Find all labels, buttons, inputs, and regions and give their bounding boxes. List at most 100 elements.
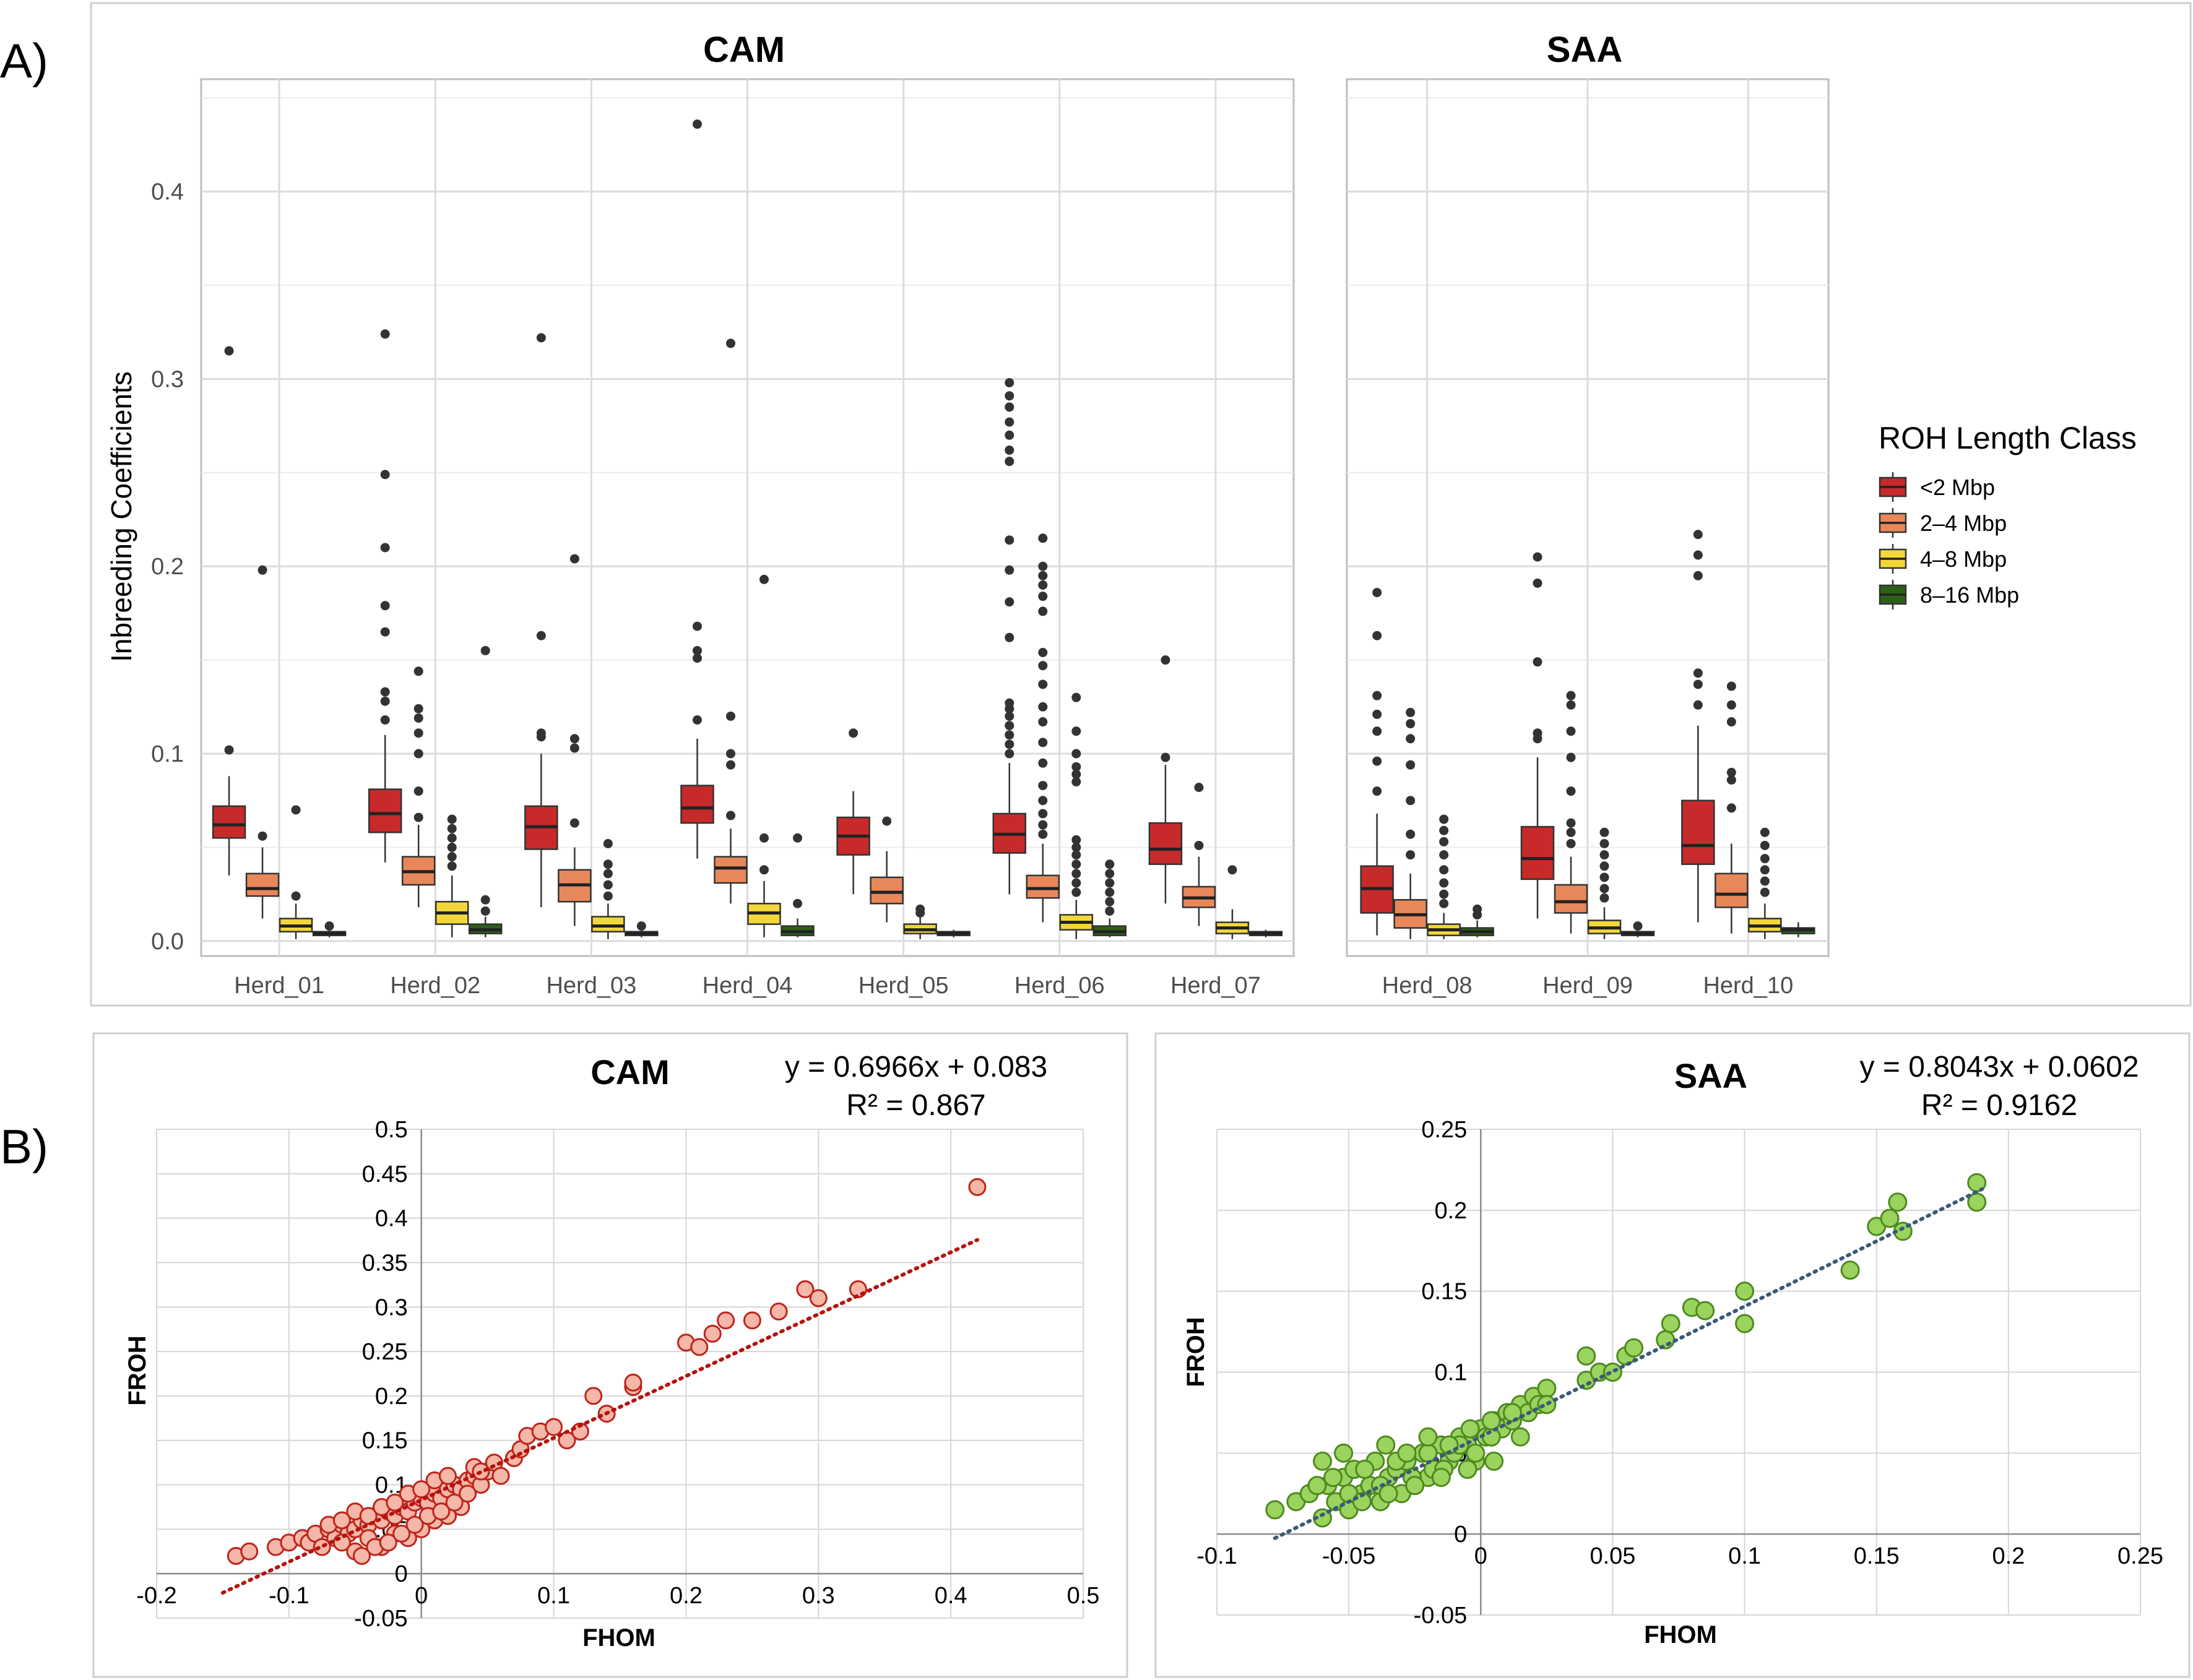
box-body bbox=[680, 785, 714, 824]
outlier-point bbox=[257, 831, 267, 841]
box-Herd_04-1 bbox=[714, 338, 748, 904]
x-tick-label: Herd_09 bbox=[1542, 973, 1633, 999]
outlier-point bbox=[1726, 717, 1736, 727]
outlier-point bbox=[1372, 588, 1382, 598]
data-point bbox=[1577, 1346, 1596, 1366]
data-point bbox=[1397, 1443, 1417, 1463]
data-point bbox=[1735, 1282, 1755, 1301]
x-tick-label: 0.2 bbox=[1992, 1543, 2025, 1569]
outlier-point bbox=[413, 728, 423, 738]
outlier-point bbox=[1038, 592, 1048, 601]
outlier-point bbox=[1406, 760, 1416, 770]
outlier-point bbox=[1005, 565, 1014, 575]
x-tick-label: 0.1 bbox=[537, 1583, 570, 1609]
box-Herd_05-1 bbox=[870, 816, 904, 923]
outlier-point bbox=[1038, 717, 1048, 727]
outlier-point bbox=[1372, 631, 1382, 640]
data-point bbox=[717, 1311, 735, 1330]
box-Herd_07-2 bbox=[1215, 865, 1250, 939]
box-Herd_03-2 bbox=[591, 838, 625, 939]
data-point bbox=[769, 1302, 788, 1320]
outlier-point bbox=[726, 338, 735, 348]
outlier-point bbox=[1071, 769, 1081, 779]
x-tick-label: Herd_05 bbox=[859, 973, 949, 999]
y-tick-label: 0.2 bbox=[1434, 1198, 1467, 1224]
scatter-cam-x-label: FHOM bbox=[582, 1624, 655, 1652]
data-point bbox=[1431, 1468, 1451, 1488]
scatter-saa-y-label: FROH bbox=[1182, 1317, 1209, 1387]
box-Herd_06-1 bbox=[1026, 533, 1060, 923]
x-tick-label: Herd_04 bbox=[703, 973, 793, 999]
outlier-point bbox=[447, 861, 457, 871]
outlier-point bbox=[1439, 878, 1449, 888]
outlier-point bbox=[1599, 827, 1609, 837]
x-tick-label: Herd_08 bbox=[1382, 973, 1473, 999]
box-body bbox=[1026, 874, 1060, 899]
data-point bbox=[809, 1289, 828, 1307]
data-point bbox=[1405, 1476, 1425, 1496]
scatter-saa: -0.1-0.0500.050.10.150.20.25-0.0500.050.… bbox=[1196, 1117, 2163, 1629]
box-Herd_02-2 bbox=[435, 814, 469, 937]
outlier-point bbox=[603, 891, 613, 901]
outlier-point bbox=[1439, 825, 1449, 835]
outlier-point bbox=[1693, 668, 1703, 678]
outlier-point bbox=[603, 869, 613, 879]
box-body bbox=[212, 805, 246, 839]
outlier-point bbox=[1372, 786, 1382, 796]
outlier-point bbox=[693, 715, 702, 725]
box-Herd_09-0 bbox=[1520, 552, 1555, 919]
box-Herd_10-3 bbox=[1781, 922, 1815, 937]
outlier-point bbox=[1533, 657, 1542, 667]
outlier-point bbox=[1439, 889, 1449, 899]
outlier-point bbox=[1439, 850, 1449, 859]
box-Herd_05-2 bbox=[903, 904, 937, 939]
x-tick-label: 0.15 bbox=[1854, 1543, 1900, 1569]
y-tick-label: 0.25 bbox=[1421, 1117, 1467, 1143]
outlier-point bbox=[849, 728, 859, 738]
panel-b-saa-frame bbox=[1154, 1032, 2191, 1678]
box-body bbox=[1554, 884, 1588, 914]
data-point bbox=[412, 1480, 431, 1499]
outlier-point bbox=[1693, 550, 1703, 560]
box-Herd_02-3 bbox=[468, 645, 503, 937]
scatter-cam-y-label: FROH bbox=[124, 1335, 151, 1405]
box-body bbox=[870, 876, 904, 905]
outlier-point bbox=[1406, 707, 1416, 717]
data-point bbox=[432, 1502, 451, 1521]
outlier-point bbox=[726, 811, 735, 821]
box-Herd_03-1 bbox=[558, 554, 592, 926]
outlier-point bbox=[1005, 378, 1014, 387]
legend-title: ROH Length Class bbox=[1879, 421, 2137, 455]
box-body bbox=[368, 788, 402, 834]
y-tick-label: 0.1 bbox=[1434, 1360, 1467, 1386]
box-Herd_05-0 bbox=[836, 728, 870, 895]
outlier-point bbox=[1038, 820, 1048, 830]
data-point bbox=[690, 1338, 709, 1356]
outlier-point bbox=[1161, 752, 1170, 762]
outlier-point bbox=[1071, 762, 1081, 772]
outlier-point bbox=[726, 711, 735, 721]
data-point bbox=[1735, 1314, 1755, 1333]
outlier-point bbox=[1406, 796, 1416, 806]
y-tick-label: 0.15 bbox=[362, 1428, 408, 1454]
y-tick-label: 0.2 bbox=[375, 1384, 408, 1410]
x-tick-label: 0.1 bbox=[1728, 1543, 1761, 1569]
outlier-point bbox=[1071, 850, 1081, 859]
outlier-point bbox=[569, 743, 579, 753]
box-Herd_04-2 bbox=[747, 574, 781, 937]
outlier-point bbox=[693, 119, 702, 129]
trendline bbox=[1273, 1187, 1984, 1540]
outlier-point bbox=[1038, 679, 1048, 689]
box-Herd_02-1 bbox=[401, 666, 436, 908]
outlier-point bbox=[1161, 655, 1170, 665]
outlier-point bbox=[793, 833, 802, 843]
outlier-point bbox=[603, 838, 613, 848]
outlier-point bbox=[569, 818, 579, 828]
data-point bbox=[379, 1533, 397, 1552]
outlier-point bbox=[1005, 632, 1014, 642]
x-tick-label: -0.1 bbox=[1196, 1543, 1237, 1569]
outlier-point bbox=[447, 842, 457, 852]
x-tick-label: 0.25 bbox=[2117, 1543, 2163, 1569]
outlier-point bbox=[1599, 838, 1609, 848]
outlier-point bbox=[536, 333, 546, 343]
